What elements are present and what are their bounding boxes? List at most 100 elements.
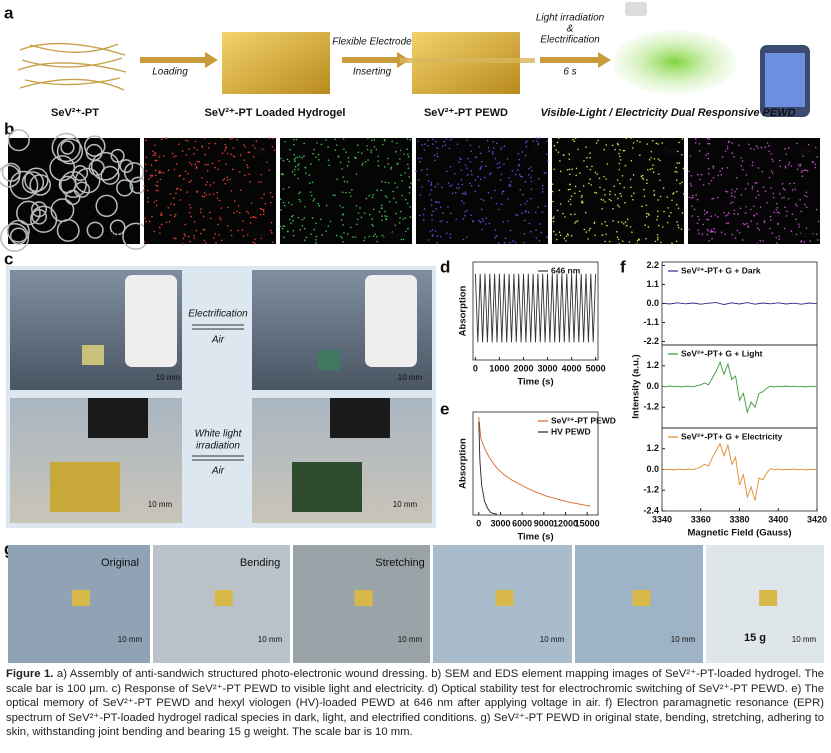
- dot: [703, 209, 706, 212]
- dot: [742, 168, 744, 171]
- dot: [243, 174, 246, 176]
- dot: [770, 187, 772, 189]
- dot: [401, 179, 403, 182]
- dot: [170, 202, 172, 205]
- dot: [283, 236, 285, 239]
- dot: [771, 158, 773, 161]
- dot: [160, 212, 163, 214]
- dot: [630, 195, 633, 197]
- x-axis-label: Magnetic Field (Gauss): [688, 528, 792, 539]
- dot: [483, 176, 486, 179]
- dot: [368, 194, 371, 197]
- dot: [436, 201, 438, 203]
- caption-label: SeV²⁺-PT: [51, 107, 99, 119]
- dot: [788, 163, 790, 166]
- dot: [449, 212, 452, 215]
- dot: [466, 167, 468, 169]
- dot: [589, 168, 592, 171]
- dot: [298, 156, 301, 158]
- dot: [293, 153, 296, 156]
- dot: [647, 226, 650, 228]
- dot: [468, 182, 471, 185]
- dot: [407, 156, 410, 158]
- dot: [662, 187, 665, 189]
- dot: [347, 157, 350, 159]
- dot: [622, 222, 625, 225]
- dot: [404, 172, 406, 174]
- dot: [218, 234, 221, 236]
- dot: [271, 196, 274, 198]
- dot: [449, 139, 452, 141]
- dot: [503, 163, 505, 165]
- dot: [499, 179, 502, 182]
- dot: [470, 214, 472, 216]
- dot: [756, 190, 759, 192]
- dot: [814, 163, 817, 166]
- dot: [380, 207, 383, 210]
- dot: [770, 170, 773, 172]
- legend-label: SeV²⁺-PT+ G + Electricity: [681, 431, 783, 441]
- dot: [772, 160, 774, 163]
- dot: [441, 186, 443, 189]
- dot: [745, 174, 748, 176]
- dot: [282, 159, 285, 162]
- dot: [616, 236, 619, 238]
- dot: [537, 143, 540, 146]
- dot: [726, 190, 729, 193]
- x-tick-label: 15000: [575, 518, 600, 528]
- dot: [805, 169, 807, 172]
- dot: [538, 240, 541, 242]
- dot: [796, 168, 799, 171]
- dot: [522, 193, 524, 196]
- dot: [279, 225, 282, 228]
- dot: [805, 206, 808, 208]
- dot: [469, 144, 472, 147]
- dot: [772, 196, 775, 199]
- dot: [208, 193, 211, 196]
- scale-bar: 100 μm: [382, 232, 406, 239]
- dot: [419, 160, 421, 163]
- dot: [719, 170, 721, 172]
- dot: [716, 196, 719, 199]
- dot: [573, 140, 576, 143]
- dot: [479, 167, 482, 169]
- dot: [297, 177, 299, 180]
- dot: [793, 182, 796, 185]
- dot: [149, 174, 152, 177]
- dot: [214, 142, 217, 145]
- dot: [747, 183, 749, 185]
- dot: [421, 186, 424, 188]
- dot: [490, 197, 493, 199]
- dot: [529, 197, 532, 200]
- dot: [621, 221, 623, 224]
- dot: [376, 235, 378, 238]
- dot: [726, 166, 729, 169]
- dot: [312, 200, 315, 202]
- pore: [100, 165, 120, 185]
- dot: [147, 178, 150, 181]
- dot: [800, 171, 803, 173]
- dot: [811, 160, 814, 163]
- dot: [270, 201, 272, 204]
- dot: [485, 165, 487, 168]
- dot: [772, 192, 775, 195]
- dot: [283, 225, 286, 228]
- dot: [384, 210, 386, 213]
- dot: [182, 243, 184, 245]
- x-tick-label: 3340: [652, 514, 672, 524]
- dot: [575, 167, 578, 170]
- dot: [387, 162, 390, 165]
- dot: [386, 196, 388, 199]
- dot: [659, 179, 661, 182]
- dot: [190, 179, 192, 182]
- pore: [95, 194, 118, 218]
- dot: [318, 204, 321, 207]
- dot: [431, 214, 433, 216]
- dot: [800, 232, 802, 235]
- dot: [502, 221, 505, 223]
- dot: [384, 166, 386, 168]
- dot: [523, 219, 526, 222]
- dot: [668, 215, 671, 217]
- dot: [431, 138, 434, 140]
- dot: [575, 220, 577, 223]
